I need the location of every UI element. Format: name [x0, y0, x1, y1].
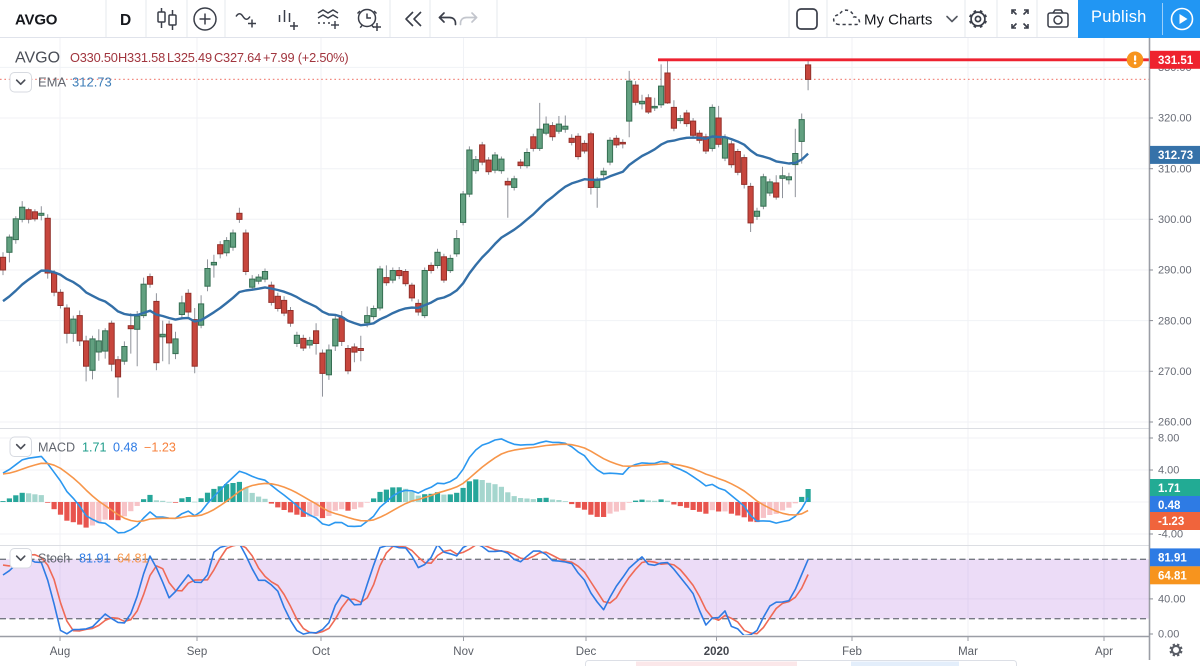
svg-text:AVGO: AVGO [15, 50, 60, 67]
svg-text:8.00: 8.00 [1158, 433, 1179, 445]
svg-text:−1.23: −1.23 [144, 441, 176, 455]
svg-text:300.00: 300.00 [1158, 214, 1192, 226]
svg-text:Mar: Mar [958, 646, 978, 658]
svg-text:D: D [120, 12, 131, 29]
svg-text:4.00: 4.00 [1158, 465, 1179, 477]
svg-text:0.48: 0.48 [113, 441, 138, 455]
svg-text:0.00: 0.00 [1158, 629, 1179, 641]
svg-text:1.71: 1.71 [82, 441, 107, 455]
svg-text:Sep: Sep [187, 646, 207, 658]
svg-text:0.48: 0.48 [1158, 500, 1181, 512]
svg-text:My Charts: My Charts [864, 12, 932, 29]
svg-text:260.00: 260.00 [1158, 417, 1192, 429]
svg-text:-4.00: -4.00 [1158, 529, 1183, 541]
svg-text:EMA: EMA [38, 75, 67, 90]
svg-text:MACD: MACD [38, 441, 75, 455]
svg-text:81.91: 81.91 [1158, 552, 1187, 564]
svg-text:40.00: 40.00 [1158, 594, 1186, 606]
svg-text:81.91: 81.91 [79, 552, 111, 566]
svg-text:290.00: 290.00 [1158, 265, 1192, 277]
svg-text:Stoch: Stoch [38, 552, 70, 566]
svg-text:1.71: 1.71 [1158, 483, 1181, 495]
svg-text:Dec: Dec [576, 646, 597, 658]
svg-text:AVGO: AVGO [15, 12, 58, 29]
svg-text:64.81: 64.81 [117, 552, 149, 566]
svg-text:331.51: 331.51 [1158, 55, 1194, 67]
svg-text:270.00: 270.00 [1158, 366, 1192, 378]
svg-text:320.00: 320.00 [1158, 113, 1192, 125]
svg-text:Aug: Aug [50, 646, 70, 658]
svg-text:Apr: Apr [1095, 646, 1113, 658]
svg-text:312.73: 312.73 [72, 75, 112, 90]
svg-text:Feb: Feb [842, 646, 862, 658]
svg-text:64.81: 64.81 [1158, 570, 1187, 582]
svg-text:310.00: 310.00 [1158, 163, 1192, 175]
svg-text:Oct: Oct [312, 646, 331, 658]
svg-text:280.00: 280.00 [1158, 315, 1192, 327]
svg-text:Nov: Nov [453, 646, 474, 658]
svg-text:-1.23: -1.23 [1158, 516, 1184, 528]
svg-text:312.73: 312.73 [1158, 150, 1193, 162]
svg-text:2020: 2020 [704, 646, 730, 658]
